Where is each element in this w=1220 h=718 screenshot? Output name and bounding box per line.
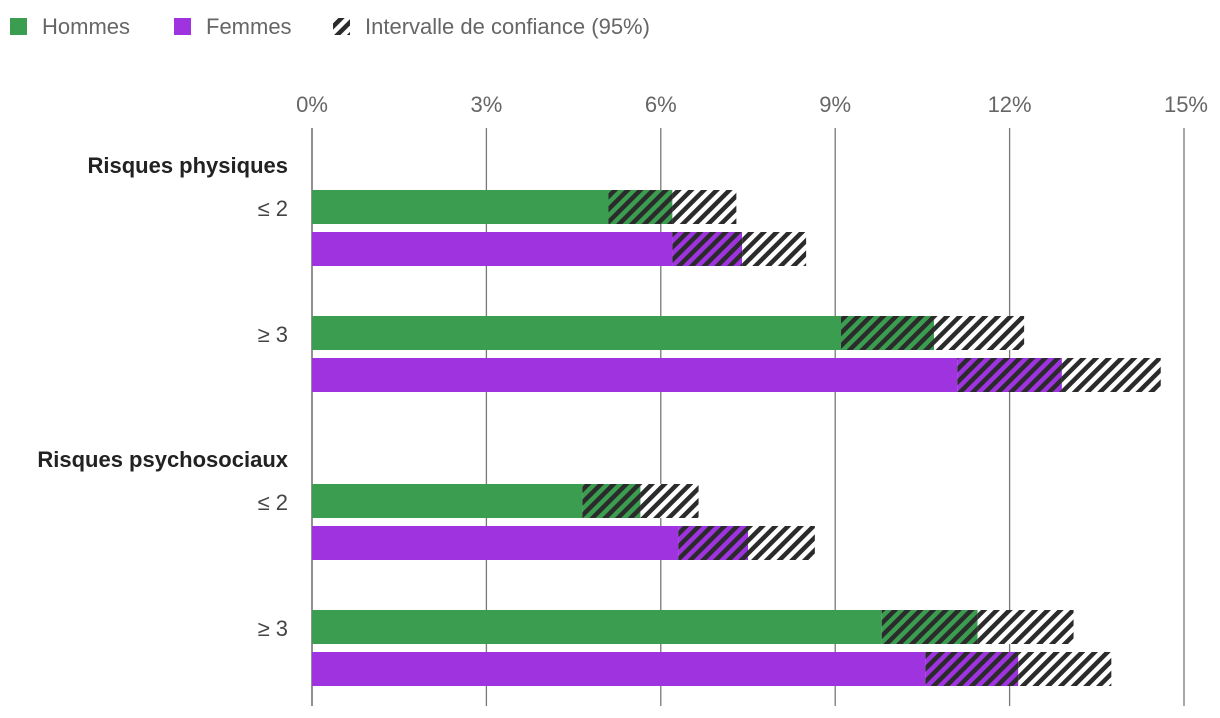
ci-upper-femmes: [1061, 358, 1161, 392]
ci-upper-femmes: [748, 526, 815, 560]
bar-hommes: [312, 484, 583, 518]
ci-lower-femmes: [957, 358, 1062, 392]
row-label: ≤ 2: [258, 490, 288, 515]
legend-label-ci: Intervalle de confiance (95%): [365, 14, 650, 39]
legend-swatch-femmes: [174, 18, 191, 35]
bar-femmes: [312, 232, 673, 266]
ci-lower-hommes: [881, 610, 978, 644]
ci-upper-hommes: [934, 316, 1025, 350]
ci-lower-hommes: [582, 484, 641, 518]
ci-lower-femmes: [925, 652, 1019, 686]
legend-swatch-hommes: [10, 18, 27, 35]
ci-upper-hommes: [672, 190, 737, 224]
row-label: ≥ 3: [258, 616, 288, 641]
x-tick-label: 15%: [1164, 92, 1208, 117]
x-tick-label: 6%: [645, 92, 677, 117]
bar-hommes: [312, 316, 842, 350]
group-label: Risques psychosociaux: [37, 447, 288, 472]
legend: Hommes Femmes Intervalle de confiance (9…: [10, 14, 650, 39]
ci-upper-femmes: [742, 232, 807, 266]
ci-upper-hommes: [640, 484, 699, 518]
ci-upper-hommes: [977, 610, 1074, 644]
x-tick-label: 9%: [819, 92, 851, 117]
ci-lower-femmes: [672, 232, 743, 266]
legend-label-hommes: Hommes: [42, 14, 130, 39]
bar-hommes: [312, 610, 882, 644]
ci-upper-femmes: [1018, 652, 1112, 686]
bars: [312, 190, 1161, 686]
x-tick-label: 12%: [988, 92, 1032, 117]
ci-lower-hommes: [841, 316, 935, 350]
bar-hommes: [312, 190, 609, 224]
row-label: ≤ 2: [258, 196, 288, 221]
x-axis-ticks: 0% 3% 6% 9% 12% 15%: [296, 92, 1208, 117]
category-labels: Risques physiques ≤ 2 ≥ 3 Risques psychosoc…: [37, 153, 288, 641]
group-label: Risques physiques: [87, 153, 288, 178]
ci-lower-hommes: [608, 190, 673, 224]
legend-swatch-ci: [333, 18, 350, 35]
x-tick-label: 3%: [471, 92, 503, 117]
legend-label-femmes: Femmes: [206, 14, 292, 39]
bar-femmes: [312, 358, 958, 392]
row-label: ≥ 3: [258, 322, 288, 347]
ci-lower-femmes: [678, 526, 748, 560]
gridlines: [311, 128, 1185, 706]
bar-femmes: [312, 526, 679, 560]
bar-femmes: [312, 652, 926, 686]
x-tick-label: 0%: [296, 92, 328, 117]
